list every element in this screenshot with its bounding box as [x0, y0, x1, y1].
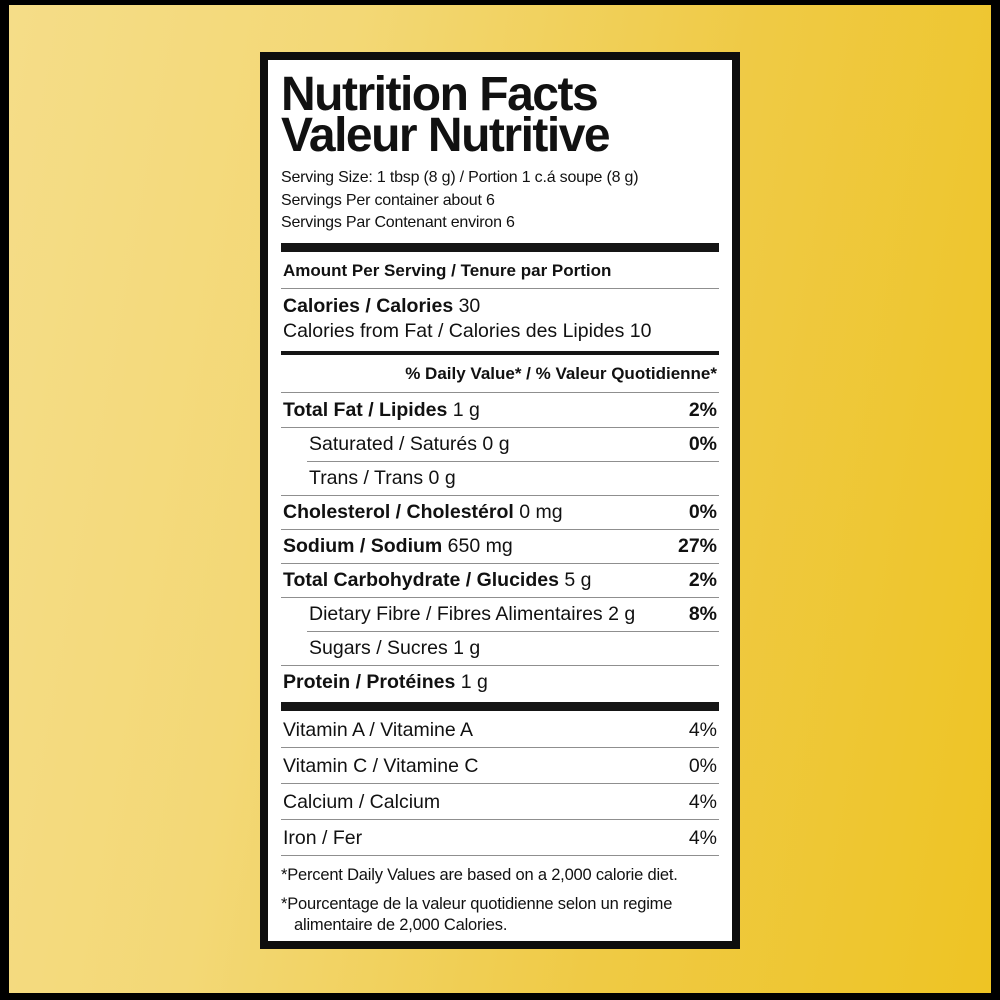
- thick-divider-bottom: [281, 701, 719, 711]
- nutrient-name-bold: Cholesterol / Cholestérol: [283, 500, 514, 523]
- daily-value-header: % Daily Value* / % Valeur Quotidienne*: [281, 355, 719, 393]
- serving-size-line: Serving Size: 1 tbsp (8 g) / Portion 1 c…: [281, 169, 639, 186]
- calories-value: 30: [453, 294, 481, 317]
- vitamin-row-calcium: Calcium / Calcium 4%: [281, 784, 719, 820]
- footnotes: *Percent Daily Values are based on a 2,0…: [281, 865, 719, 936]
- nutrient-name-bold: Protein / Protéines: [283, 670, 456, 693]
- vitamin-name: Iron / Fer: [283, 826, 363, 849]
- nutrient-name: Total Fat / Lipides 1 g: [283, 399, 480, 422]
- nutrient-name-rest: 650 mg: [442, 534, 513, 557]
- label-title-en: Nutrition Facts: [281, 68, 599, 121]
- nutrient-name-rest: 0 mg: [513, 500, 563, 523]
- nutrient-row-sugars: Sugars / Sucres 1 g: [281, 630, 719, 665]
- nutrient-name: Sugars / Sucres 1 g: [283, 637, 480, 660]
- nutrient-row-fibre: Dietary Fibre / Fibres Alimentaires 2 g …: [281, 596, 719, 631]
- vitamin-row-c: Vitamin C / Vitamine C 0%: [281, 748, 719, 784]
- nutrition-facts-label: Nutrition Facts Valeur Nutritive Serving…: [260, 52, 740, 949]
- nutrient-table: Total Fat / Lipides 1 g 2% Saturated / S…: [281, 393, 719, 699]
- vitamin-name: Calcium / Calcium: [283, 790, 441, 813]
- nutrient-name: Trans / Trans 0 g: [283, 467, 456, 490]
- serving-info: Serving Size: 1 tbsp (8 g) / Portion 1 c…: [281, 167, 719, 235]
- nutrient-pct: 8%: [688, 602, 717, 625]
- footnote-fr: *Pourcentage de la valeur quotidienne se…: [281, 894, 673, 934]
- nutrient-name-rest: Sugars / Sucres 1 g: [309, 636, 481, 659]
- label-title-fr: Valeur Nutritive: [281, 109, 611, 162]
- footnote-en: *Percent Daily Values are based on a 2,0…: [281, 865, 678, 884]
- nutrient-row-trans: Trans / Trans 0 g: [281, 460, 719, 495]
- vitamin-pct: 0%: [688, 754, 717, 777]
- amount-per-serving-header: Amount Per Serving / Tenure par Portion: [281, 252, 719, 289]
- servings-per-container-fr: Servings Par Contenant environ 6: [281, 214, 515, 231]
- nutrient-row-carbohydrate: Total Carbohydrate / Glucides 5 g 2%: [281, 562, 719, 597]
- nutrient-name: Cholesterol / Cholestérol 0 mg: [283, 501, 563, 524]
- nutrient-pct: 2%: [688, 398, 717, 421]
- nutrient-name: Saturated / Saturés 0 g: [283, 433, 510, 456]
- vitamin-pct: 4%: [688, 790, 717, 813]
- nutrient-name: Dietary Fibre / Fibres Alimentaires 2 g: [283, 603, 635, 626]
- nutrient-pct: 27%: [677, 534, 717, 557]
- nutrient-name: Sodium / Sodium 650 mg: [283, 535, 513, 558]
- nutrient-row-saturated: Saturated / Saturés 0 g 0%: [281, 426, 719, 461]
- nutrient-name-bold: Sodium / Sodium: [283, 534, 443, 557]
- servings-per-container-en: Servings Per container about 6: [281, 191, 495, 209]
- thick-divider-top: [281, 242, 719, 252]
- nutrient-pct: 0%: [688, 500, 717, 523]
- calories-block: Calories / Calories 30 Calories from Fat…: [281, 289, 719, 351]
- vitamin-name: Vitamin A / Vitamine A: [283, 718, 474, 741]
- nutrient-name: Total Carbohydrate / Glucides 5 g: [283, 569, 591, 592]
- vitamins-table: Vitamin A / Vitamine A 4% Vitamin C / Vi…: [281, 712, 719, 856]
- nutrient-pct: 0%: [688, 432, 717, 455]
- calories-from-fat-line: Calories from Fat / Calories des Lipides…: [283, 319, 652, 342]
- vitamin-row-iron: Iron / Fer 4%: [281, 820, 719, 856]
- nutrient-name-bold: Total Carbohydrate / Glucides: [283, 568, 559, 591]
- vitamin-row-a: Vitamin A / Vitamine A 4%: [281, 712, 719, 748]
- nutrient-name: Protein / Protéines 1 g: [283, 671, 488, 694]
- nutrient-row-protein: Protein / Protéines 1 g: [281, 664, 719, 699]
- nutrient-pct: 2%: [688, 568, 717, 591]
- calories-line: Calories / Calories 30: [283, 294, 719, 319]
- calories-label: Calories / Calories: [283, 294, 454, 317]
- nutrient-name-rest: Dietary Fibre / Fibres Alimentaires 2 g: [309, 602, 636, 625]
- nutrient-name-rest: Trans / Trans 0 g: [309, 466, 456, 489]
- nutrient-name-rest: 5 g: [558, 568, 592, 591]
- vitamin-pct: 4%: [688, 718, 717, 741]
- vitamin-pct: 4%: [688, 826, 717, 849]
- label-title: Nutrition Facts Valeur Nutritive: [281, 68, 719, 162]
- vitamin-name: Vitamin C / Vitamine C: [283, 754, 479, 777]
- nutrient-name-rest: 1 g: [447, 398, 480, 421]
- nutrient-name-rest: 1 g: [455, 670, 488, 693]
- nutrient-name-rest: Saturated / Saturés 0 g: [309, 432, 510, 455]
- nutrient-row-total-fat: Total Fat / Lipides 1 g 2%: [281, 393, 719, 427]
- nutrient-row-cholesterol: Cholesterol / Cholestérol 0 mg 0%: [281, 494, 719, 529]
- nutrient-row-sodium: Sodium / Sodium 650 mg 27%: [281, 528, 719, 563]
- nutrient-name-bold: Total Fat / Lipides: [283, 398, 448, 421]
- medium-divider: [281, 350, 719, 355]
